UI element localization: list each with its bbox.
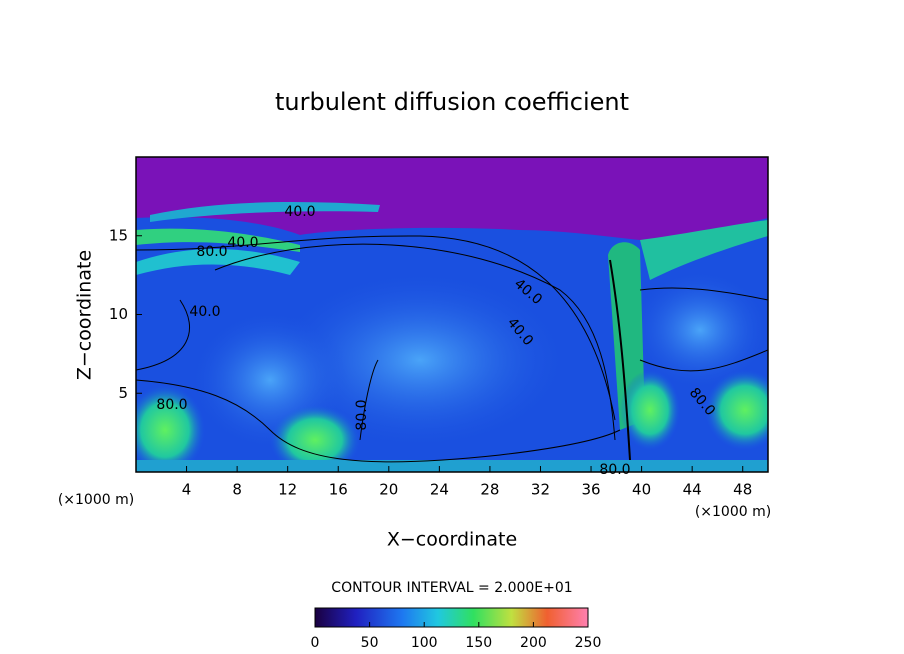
colorbar-tick-label: 0 xyxy=(311,635,320,651)
x-tick-label: 48 xyxy=(733,481,752,499)
x-tick-label: 12 xyxy=(278,481,297,499)
chart-title: turbulent diffusion coefficient xyxy=(275,88,629,116)
x-tick-label: 20 xyxy=(379,481,398,499)
x-tick-label: 4 xyxy=(182,481,192,499)
contour-label: 80.0 xyxy=(196,244,227,260)
colorbar-tick-label: 250 xyxy=(575,635,602,651)
colorbar-tick-label: 100 xyxy=(411,635,438,651)
x-tick-label: 40 xyxy=(632,481,651,499)
y-tick-label: 5 xyxy=(118,384,128,402)
y-tick-label: 15 xyxy=(109,226,128,244)
y-unit-label: (×1000 m) xyxy=(58,492,134,508)
contour-label: 80.0 xyxy=(599,462,630,478)
colorbar-tick-label: 200 xyxy=(520,635,547,651)
x-tick-label: 28 xyxy=(480,481,499,499)
colorbar-tick-label: 50 xyxy=(361,635,379,651)
contour-label: 40.0 xyxy=(227,235,258,251)
colorbar-title: CONTOUR INTERVAL = 2.000E+01 xyxy=(331,580,572,596)
y-tick-label: 10 xyxy=(109,305,128,323)
x-tick-label: 36 xyxy=(581,481,600,499)
x-tick-label: 8 xyxy=(232,481,242,499)
x-tick-label: 24 xyxy=(430,481,449,499)
contour-label: 40.0 xyxy=(284,204,315,220)
field xyxy=(136,157,768,472)
x-unit-label: (×1000 m) xyxy=(695,504,771,520)
y-axis-label: Z−coordinate xyxy=(74,250,96,380)
colorbar xyxy=(314,607,589,628)
contour-label: 80.0 xyxy=(354,399,370,430)
x-tick-label: 44 xyxy=(683,481,702,499)
x-axis-label: X−coordinate xyxy=(387,529,517,551)
contour-label: 40.0 xyxy=(189,304,220,320)
colorbar-tick-label: 150 xyxy=(465,635,492,651)
x-tick-label: 16 xyxy=(329,481,348,499)
x-tick-label: 32 xyxy=(531,481,550,499)
contour-label: 80.0 xyxy=(156,397,187,413)
